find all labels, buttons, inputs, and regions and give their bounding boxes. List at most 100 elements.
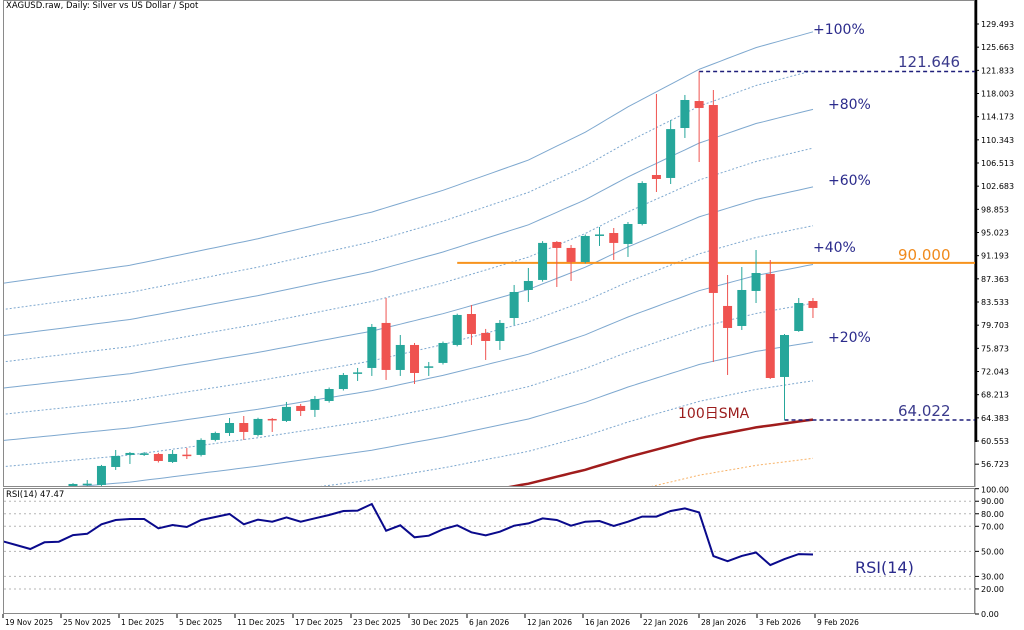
candle: [595, 226, 605, 246]
price-tick-label: 64.383: [981, 414, 1009, 423]
candle: [125, 451, 135, 464]
date-tick-label: 28 Jan 2026: [701, 618, 746, 627]
candle: [723, 274, 733, 375]
candle: [82, 480, 92, 486]
candle: [353, 367, 363, 381]
candle-body: [225, 423, 235, 433]
candle: [225, 417, 235, 436]
candle-body: [751, 272, 761, 291]
candle-body: [794, 302, 804, 332]
price-tick-label: 87.363: [981, 275, 1009, 284]
candle-body: [281, 406, 291, 421]
envelope-label-60: +60%: [828, 173, 871, 189]
candle-body: [765, 273, 775, 379]
candle-body: [267, 418, 277, 421]
envelope-bands: [4, 31, 814, 486]
rsi-panel: 100.00 90.00 80.00 70.00 50.00 30.00 20.00 0.00: [4, 486, 1009, 619]
candle: [139, 451, 149, 456]
price-tick-label: 79.703: [981, 321, 1009, 330]
candle: [552, 241, 562, 287]
envelope-band-plus80: [4, 108, 814, 337]
candle-body: [509, 291, 519, 318]
rsi-tick-label: 20.00: [981, 585, 1004, 594]
resistance-level-label: 90.000: [898, 246, 951, 264]
date-tick-label: 6 Jan 2026: [469, 618, 509, 627]
candle: [737, 267, 747, 330]
envelope-band-plus30: [4, 302, 814, 468]
price-tick-label: 56.723: [981, 460, 1009, 469]
candle-body: [153, 453, 163, 461]
candle-body: [452, 314, 462, 345]
candle: [438, 341, 448, 365]
candle-body: [481, 332, 491, 341]
envelope-band-plus20: [77, 341, 814, 486]
candle-body: [168, 453, 178, 462]
candle-body: [111, 455, 121, 467]
candle-body: [239, 423, 249, 432]
main-panel-frame: [3, 0, 975, 487]
candle: [694, 71, 704, 162]
price-tick-label: 125.663: [981, 43, 1014, 52]
rsi-line: [4, 502, 814, 567]
price-tick-label: 72.043: [981, 368, 1009, 377]
candle: [68, 483, 78, 486]
rsi-header: RSI(14) 47.47: [6, 490, 65, 500]
date-tick-label: 11 Dec 2025: [237, 618, 285, 627]
candle: [381, 297, 391, 380]
sma100-line: [508, 418, 814, 486]
candle-body: [82, 483, 92, 486]
envelope-band-plus40: [4, 264, 814, 441]
candle-body: [552, 241, 562, 248]
candle: [267, 417, 277, 432]
candle: [253, 417, 263, 437]
candle-body: [381, 322, 391, 370]
candle: [566, 244, 576, 281]
candle: [96, 464, 106, 486]
price-tick-label: 106.513: [981, 159, 1014, 168]
rsi-tick-label: 90.00: [981, 497, 1004, 506]
date-tick-label: 1 Dec 2025: [121, 618, 164, 627]
envelope-band-plus60: [4, 186, 814, 389]
date-tick-label: 30 Dec 2025: [411, 618, 459, 627]
rsi-label: RSI(14): [855, 558, 914, 577]
candle: [680, 94, 690, 138]
price-tick-label: 110.343: [981, 136, 1014, 145]
candle-body: [609, 233, 619, 243]
candle-body: [210, 432, 220, 440]
candle-body: [680, 99, 690, 129]
candle: [153, 452, 163, 463]
candle-body: [182, 454, 192, 457]
candle: [111, 449, 121, 470]
chart-title: XAGUSD.raw, Daily: Silver vs US Dollar /…: [6, 1, 199, 11]
candle: [296, 403, 306, 416]
candle-body: [595, 234, 605, 236]
envelope-band-plus70: [4, 147, 814, 363]
candle-body: [310, 398, 320, 410]
candle-body: [808, 300, 818, 308]
price-axis: 129.493 125.663 121.833 118.003 114.173 110.3…: [975, 20, 1014, 469]
candle: [509, 284, 519, 325]
candle: [310, 395, 320, 417]
price-tick-label: 60.553: [981, 437, 1009, 446]
candle: [495, 319, 505, 350]
price-tick-label: 83.533: [981, 298, 1009, 307]
candle-body: [367, 326, 377, 368]
price-tick-label: 121.833: [981, 66, 1014, 75]
price-tick-label: 118.003: [981, 90, 1014, 99]
candle-body: [438, 342, 448, 363]
candle: [410, 342, 420, 384]
date-tick-label: 17 Dec 2025: [295, 618, 343, 627]
candle: [466, 304, 476, 345]
envelope-band-plus100: [4, 31, 814, 284]
candle-body: [623, 223, 633, 244]
candle-body: [338, 374, 348, 390]
candle-body: [68, 483, 78, 486]
candle-body: [139, 453, 149, 455]
candle: [708, 90, 718, 362]
candle: [538, 241, 548, 282]
candle-body: [424, 366, 434, 368]
low-level-label: 64.022: [898, 402, 951, 420]
envelope-band-minus10: [651, 457, 814, 486]
candle-body: [96, 465, 106, 485]
candle-body: [566, 247, 576, 262]
